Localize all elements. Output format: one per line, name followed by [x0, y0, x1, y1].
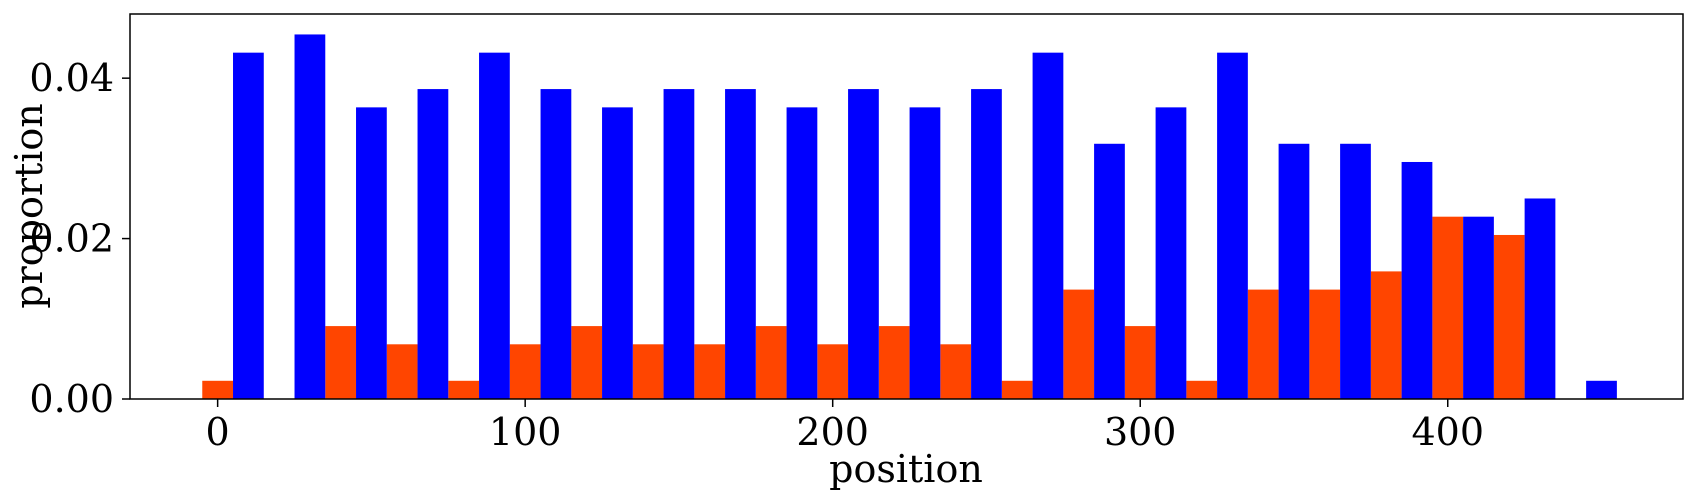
bar-series-2-bin-300	[1155, 107, 1187, 400]
x-tick-label: 300	[1104, 410, 1177, 454]
bar-series-1-bin-60	[386, 344, 418, 399]
bar-series-1-bin-340	[1247, 289, 1279, 399]
y-axis-label: proportion	[7, 103, 51, 309]
bar-series-2-bin-100	[540, 89, 572, 399]
y-tick-label: 0.02	[29, 217, 114, 261]
x-tick-label: 200	[796, 410, 869, 454]
x-tick-label: 0	[206, 410, 230, 454]
bar-series-1-bin-380	[1370, 271, 1402, 399]
y-axis-ticks: 0.00 0.02 0.04	[29, 56, 130, 421]
bar-series-2-bin-160	[725, 89, 756, 399]
bar-series-1-bin-260	[1001, 380, 1033, 399]
bar-series-2-bin-360	[1340, 143, 1371, 399]
x-tick-label: 100	[489, 410, 562, 454]
bar-series-1-bin-180	[755, 326, 787, 399]
bar-series-1-bin-100	[509, 344, 541, 399]
bar-series-1-bin-0	[202, 380, 234, 399]
bar-series-2-bin-140	[663, 89, 695, 399]
bar-series-2-bin-240	[971, 89, 1002, 399]
x-axis-label: position	[829, 447, 983, 491]
bar-series-1-bin-300	[1124, 326, 1156, 399]
bar-series-2-bin-20	[294, 34, 326, 399]
bar-series-1-bin-320	[1186, 380, 1218, 399]
bar-series-2-bin-440	[1586, 380, 1617, 399]
bar-series-1-bin-160	[694, 344, 726, 399]
bar-series-1-bin-420	[1493, 234, 1525, 399]
bar-series-1-bin-240	[940, 344, 972, 399]
bar-series-1-bin-140	[632, 344, 664, 399]
bar-series-1-bin-360	[1309, 289, 1341, 399]
bar-series-1-bin-80	[448, 380, 480, 399]
bar-series-2-bin-400	[1463, 216, 1494, 399]
bar-series-1-bin-120	[571, 326, 603, 399]
bar-series-2-bin-280	[1094, 143, 1125, 399]
bar-series-1-bin-400	[1432, 216, 1464, 399]
bar-series-2-bin-40	[356, 107, 387, 400]
bar-series-1-bin-280	[1063, 289, 1095, 399]
bar-series-2-bin-340	[1278, 143, 1310, 399]
bar-series-1-bin-220	[878, 326, 910, 399]
bar-series-2-bin-260	[1032, 52, 1064, 399]
bar-series-1-bin-200	[817, 344, 849, 399]
bar-series-2-bin-220	[909, 107, 941, 400]
bar-series-2-bin-200	[848, 89, 879, 399]
x-tick-label: 400	[1411, 410, 1484, 454]
y-tick-label: 0.04	[29, 56, 114, 100]
bar-series-2-bin-60	[417, 89, 449, 399]
y-tick-label: 0.00	[29, 377, 114, 421]
bar-series-2-bin-80	[479, 52, 510, 399]
bar-series-2-bin-0	[233, 52, 264, 399]
bar-series-1-bin-40	[325, 326, 357, 399]
plot-area-frame	[129, 13, 1684, 400]
bar-series-2-bin-320	[1217, 52, 1248, 399]
bar-series-2-bin-120	[602, 107, 633, 400]
bar-series-2-bin-420	[1524, 198, 1556, 399]
x-axis-ticks: 0 100 200 300 400	[206, 399, 1484, 454]
bar-series-2-bin-380	[1401, 161, 1433, 399]
bars-layer	[202, 34, 1617, 400]
bar-series-2-bin-180	[786, 107, 818, 400]
